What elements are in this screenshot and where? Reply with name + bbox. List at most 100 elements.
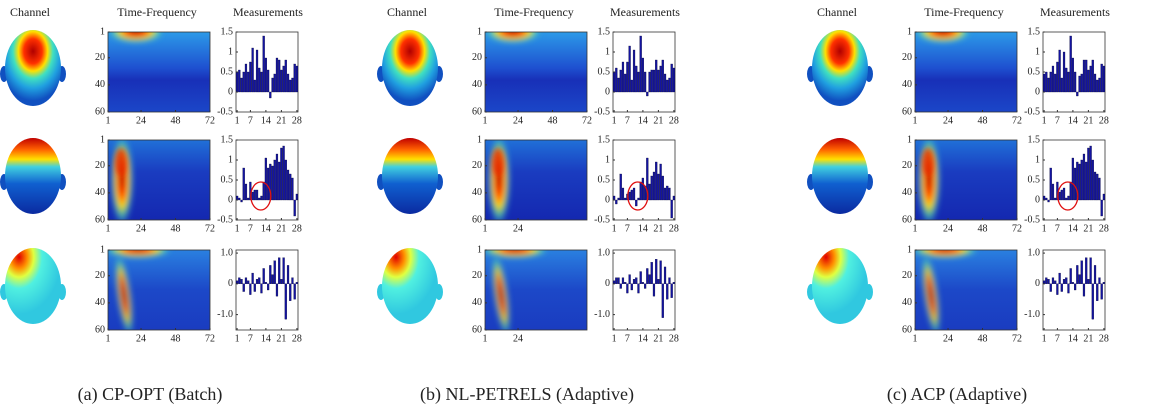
bar <box>275 57 279 93</box>
y-tick-label: 0 <box>228 194 233 205</box>
y-tick-label: 20 <box>902 52 912 63</box>
bar <box>284 159 287 201</box>
bar <box>648 274 651 284</box>
bar <box>1065 277 1068 284</box>
bar <box>1065 67 1068 93</box>
bar <box>670 199 673 219</box>
x-tick-label: 72 <box>1012 333 1022 344</box>
column-title: Channel <box>817 5 858 19</box>
bar <box>668 187 671 201</box>
heatmap-frame <box>107 31 211 113</box>
column-title: Channel <box>10 5 51 19</box>
heatmap-blob <box>920 250 942 330</box>
bar <box>659 65 662 93</box>
y-tick-label: 0 <box>228 86 233 97</box>
bar <box>1047 77 1050 93</box>
bar <box>1098 77 1101 93</box>
y-tick-label: 1 <box>605 154 610 165</box>
bar <box>255 49 259 93</box>
bar <box>264 157 267 201</box>
x-tick-label: 1 <box>1042 223 1047 234</box>
x-tick-label: 1 <box>106 223 111 234</box>
y-tick-label: 0 <box>1035 86 1040 97</box>
bar <box>624 197 627 201</box>
column-title: Measurements <box>1040 5 1110 19</box>
bar <box>655 259 658 284</box>
bar <box>641 177 644 201</box>
bar <box>1082 153 1086 201</box>
bar <box>621 187 625 201</box>
bar <box>1049 283 1052 292</box>
bar <box>1047 199 1050 203</box>
x-tick-label: 72 <box>1012 223 1022 234</box>
y-tick-label: 20 <box>95 52 105 63</box>
bar <box>1051 183 1055 201</box>
y-tick-label: 0 <box>228 278 233 289</box>
x-tick-label: 72 <box>205 333 215 344</box>
x-tick-label: 1 <box>1042 115 1047 126</box>
bar <box>657 279 660 284</box>
bar <box>639 35 642 93</box>
y-tick-label: -1.0 <box>594 309 610 320</box>
bar <box>280 69 283 93</box>
bar <box>278 257 281 284</box>
y-tick-label: 0.5 <box>598 174 611 185</box>
head <box>382 138 438 214</box>
bar <box>615 199 618 205</box>
bar <box>238 69 241 93</box>
bar <box>244 63 248 93</box>
bar <box>621 277 625 284</box>
x-tick-label: 28 <box>1099 223 1109 234</box>
bar <box>1089 145 1092 201</box>
heatmap-image <box>915 250 1017 330</box>
bar <box>242 71 245 93</box>
bar <box>663 187 667 201</box>
x-tick-label: 21 <box>1083 115 1093 126</box>
x-tick-label: 24 <box>513 115 523 126</box>
y-tick-label: 20 <box>902 160 912 171</box>
x-tick-label: 21 <box>1083 333 1093 344</box>
bar <box>1078 163 1081 201</box>
bar <box>247 71 250 93</box>
bar <box>624 282 627 284</box>
bar <box>271 77 274 93</box>
heatmap-image <box>108 250 210 330</box>
bar <box>291 77 294 93</box>
bar <box>291 277 294 284</box>
y-tick-label: 40 <box>902 187 912 198</box>
x-tick-label: 1 <box>1042 333 1047 344</box>
x-tick-label: 7 <box>248 223 253 234</box>
x-tick-label: 1 <box>483 115 488 126</box>
bar <box>1060 77 1063 93</box>
y-tick-label: 0.5 <box>221 174 234 185</box>
bar <box>1049 71 1052 93</box>
x-tick-label: 72 <box>205 115 215 126</box>
x-tick-label: 1 <box>913 115 918 126</box>
bar <box>1043 195 1046 201</box>
plot-frame <box>235 249 299 331</box>
bar <box>238 197 241 201</box>
column-title: Measurements <box>610 5 680 19</box>
bar <box>275 283 279 297</box>
bar <box>238 277 241 284</box>
bar <box>613 71 616 93</box>
bar <box>289 79 292 93</box>
bar <box>260 195 263 201</box>
bar <box>253 189 256 201</box>
bar <box>1062 187 1066 201</box>
bar <box>655 161 658 201</box>
heatmap-frame <box>107 139 211 221</box>
x-tick-label: 28 <box>1099 333 1109 344</box>
bar <box>630 283 633 291</box>
y-tick-label: -0.5 <box>1024 106 1040 117</box>
x-tick-label: 14 <box>261 115 271 126</box>
bar <box>672 282 675 284</box>
y-tick-label: 1 <box>477 26 482 37</box>
bar <box>251 272 254 284</box>
head <box>812 138 868 214</box>
x-tick-label: 72 <box>205 223 215 234</box>
x-tick-label: 48 <box>978 223 988 234</box>
x-tick-label: 28 <box>669 333 679 344</box>
y-tick-label: 20 <box>95 160 105 171</box>
